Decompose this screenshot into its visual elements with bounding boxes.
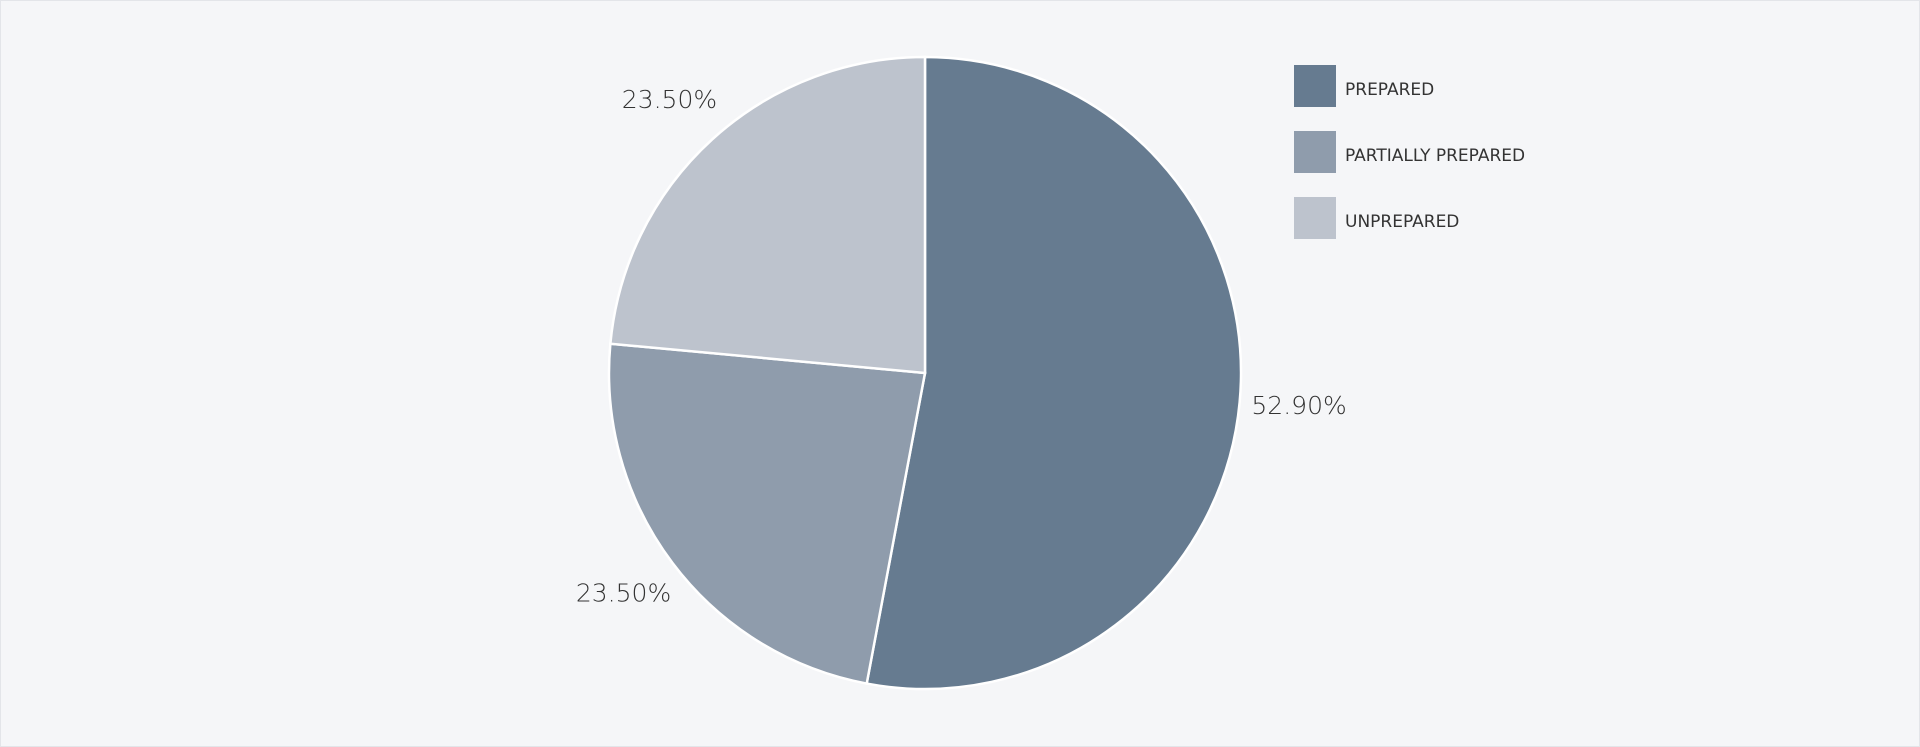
legend-swatch [1294, 131, 1336, 173]
legend-label: UNPREPARED [1345, 212, 1459, 232]
value-label: 23.50% [622, 85, 717, 114]
pie-slice [865, 55, 1243, 691]
legend-swatch [1294, 197, 1336, 239]
pie-slice [607, 342, 927, 686]
pie-slice [608, 55, 927, 375]
legend-label: PARTIALLY PREPARED [1345, 146, 1525, 166]
legend-swatch [1294, 65, 1336, 107]
legend-label: PREPARED [1345, 80, 1434, 100]
value-label: 23.50% [576, 579, 671, 608]
value-label: 52.90% [1251, 391, 1346, 420]
